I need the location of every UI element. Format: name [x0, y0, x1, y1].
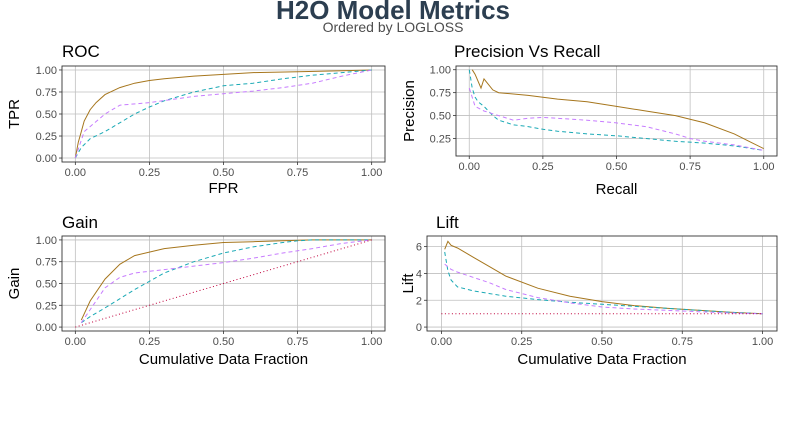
y-tick-label: 6 — [416, 242, 422, 254]
x-tick-label: 0.00 — [65, 336, 86, 348]
panels-container: ROC 0.00 0.25 0.50 0.75 1.00 0.00 0.25 0.50 0.75 1… — [6, 42, 778, 368]
y-tick-label: 0 — [416, 322, 422, 334]
series-line-1 — [74, 69, 372, 159]
y-tick-label: 0.75 — [430, 88, 451, 100]
y-tick-label: 0.75 — [36, 87, 57, 99]
x-tick-label: 0.25 — [532, 161, 553, 173]
panel-3: Lift 0.00 0.25 0.50 0.75 1.00 0 2 4 6 Cumulative D… — [400, 213, 778, 368]
panel-border — [61, 65, 386, 163]
x-tick-label: 0.25 — [139, 336, 160, 348]
y-tick-label: 4 — [416, 268, 422, 280]
panel-title: ROC — [62, 42, 100, 61]
series-line-0 — [74, 69, 372, 159]
x-tick-label: 1.00 — [753, 161, 774, 173]
series-line-2 — [444, 263, 763, 315]
x-tick-label: 0.50 — [606, 161, 627, 173]
x-tick-label: 0.50 — [591, 336, 612, 348]
x-tick-label: 1.00 — [361, 336, 382, 348]
y-axis-title: TPR — [6, 99, 23, 129]
series-line-1 — [444, 251, 763, 315]
y-axis-title: Lift — [400, 273, 417, 294]
y-axis-title: Precision — [401, 80, 418, 142]
y-tick-label: 0.50 — [36, 279, 57, 291]
series-line-1 — [468, 69, 764, 151]
panel-2: Gain 0.00 0.25 0.50 0.75 1.00 0.00 0.25 0.50 0.75… — [6, 213, 386, 368]
y-tick-label: 0.50 — [430, 111, 451, 123]
y-tick-label: 0.75 — [36, 257, 57, 269]
x-tick-label: 0.75 — [672, 336, 693, 348]
panel-border — [426, 235, 778, 332]
x-tick-label: 0.75 — [679, 161, 700, 173]
x-axis-title: FPR — [209, 180, 239, 197]
y-tick-label: 0.00 — [36, 153, 57, 165]
panel-1: Precision Vs Recall 0.00 0.25 0.50 0.75 1.00 0… — [401, 42, 778, 198]
x-tick-label: 0.50 — [213, 336, 234, 348]
x-tick-label: 0.25 — [139, 167, 160, 179]
x-axis-title: Recall — [596, 181, 638, 198]
panel-0: ROC 0.00 0.25 0.50 0.75 1.00 0.00 0.25 0.50 0.75 1… — [6, 42, 386, 197]
y-tick-label: 1.00 — [430, 65, 451, 77]
y-tick-label: 0.25 — [36, 300, 57, 312]
y-axis-title: Gain — [6, 268, 23, 300]
y-tick-label: 1.00 — [36, 65, 57, 77]
panel-title: Lift — [436, 213, 459, 232]
series-line-0 — [80, 239, 372, 321]
series-line-0 — [471, 69, 764, 150]
y-tick-label: 2 — [416, 295, 422, 307]
series-line-2 — [74, 69, 372, 159]
series-line-3 — [75, 239, 372, 328]
x-tick-label: 0.25 — [511, 336, 532, 348]
y-tick-label: 0.25 — [36, 131, 57, 143]
panel-title: Precision Vs Recall — [454, 42, 600, 61]
series-line-0 — [444, 240, 763, 315]
series-line-2 — [80, 239, 372, 323]
x-tick-label: 0.00 — [459, 161, 480, 173]
x-tick-label: 0.00 — [65, 167, 86, 179]
series-line-2 — [468, 87, 764, 151]
y-tick-label: 0.00 — [36, 322, 57, 334]
y-tick-label: 0.50 — [36, 109, 57, 121]
x-tick-label: 1.00 — [361, 167, 382, 179]
x-tick-label: 0.50 — [213, 167, 234, 179]
series-line-1 — [81, 239, 372, 324]
x-tick-label: 0.00 — [431, 336, 452, 348]
x-axis-title: Cumulative Data Fraction — [517, 351, 686, 368]
figure-subtitle: Ordered by LOGLOSS — [323, 19, 464, 35]
x-tick-label: 0.75 — [287, 167, 308, 179]
panel-border — [455, 65, 778, 157]
panel-title: Gain — [62, 213, 98, 232]
x-tick-label: 0.75 — [287, 336, 308, 348]
x-tick-label: 1.00 — [752, 336, 773, 348]
y-tick-label: 1.00 — [36, 235, 57, 247]
y-tick-label: 0.25 — [430, 134, 451, 146]
figure-title: H2O Model Metrics — [276, 0, 510, 25]
x-axis-title: Cumulative Data Fraction — [139, 351, 308, 368]
panel-border — [61, 235, 386, 332]
